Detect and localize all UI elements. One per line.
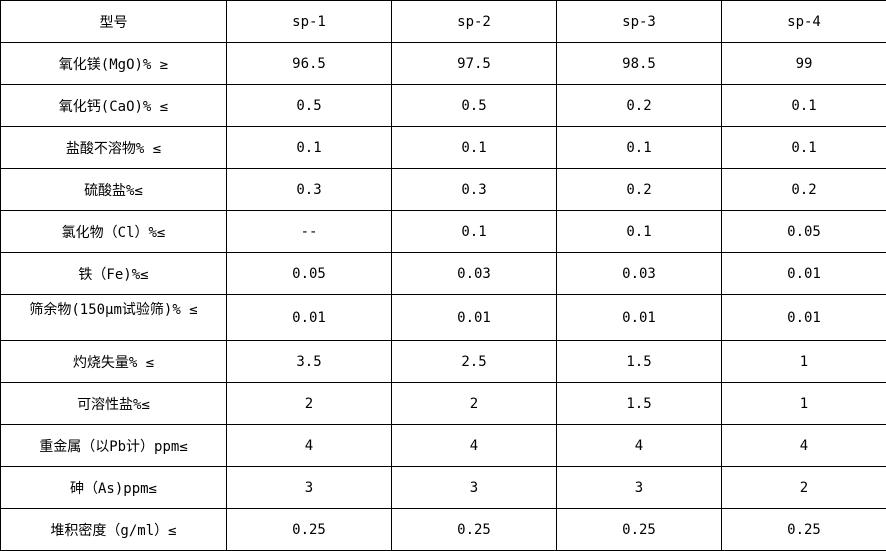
- value-cell: 2.5: [392, 341, 557, 383]
- value-cell: 0.1: [722, 85, 886, 127]
- value-cell: 96.5: [227, 43, 392, 85]
- row-label-cell: 重金属（以Pb计）ppm≤: [1, 425, 227, 467]
- value-cell: 0.1: [557, 127, 722, 169]
- header-cell-sp2: sp-2: [392, 1, 557, 43]
- row-label-cell: 堆积密度（g/ml）≤: [1, 509, 227, 551]
- value-cell: 1: [722, 383, 886, 425]
- value-cell: 1.5: [557, 383, 722, 425]
- header-cell-model: 型号: [1, 1, 227, 43]
- value-cell: 4: [557, 425, 722, 467]
- header-cell-sp3: sp-3: [557, 1, 722, 43]
- value-cell: 4: [392, 425, 557, 467]
- row-label-cell: 灼烧失量% ≤: [1, 341, 227, 383]
- row-label-cell: 硫酸盐%≤: [1, 169, 227, 211]
- value-cell: 0.5: [392, 85, 557, 127]
- header-cell-sp4: sp-4: [722, 1, 886, 43]
- value-cell: --: [227, 211, 392, 253]
- value-cell: 1: [722, 341, 886, 383]
- value-cell: 0.2: [557, 85, 722, 127]
- value-cell: 97.5: [392, 43, 557, 85]
- value-cell: 0.01: [557, 295, 722, 341]
- value-cell: 0.1: [557, 211, 722, 253]
- row-label-cell: 盐酸不溶物% ≤: [1, 127, 227, 169]
- value-cell: 0.2: [722, 169, 886, 211]
- value-cell: 0.01: [722, 295, 886, 341]
- value-cell: 0.25: [392, 509, 557, 551]
- row-label-cell: 筛余物(150μm试验筛)% ≤: [1, 295, 227, 341]
- value-cell: 0.3: [392, 169, 557, 211]
- value-cell: 0.03: [392, 253, 557, 295]
- value-cell: 0.05: [227, 253, 392, 295]
- value-cell: 0.2: [557, 169, 722, 211]
- value-cell: 4: [722, 425, 886, 467]
- header-cell-sp1: sp-1: [227, 1, 392, 43]
- row-label-cell: 砷（As)ppm≤: [1, 467, 227, 509]
- value-cell: 0.25: [557, 509, 722, 551]
- value-cell: 0.1: [227, 127, 392, 169]
- row-label-cell: 铁（Fe)%≤: [1, 253, 227, 295]
- value-cell: 0.01: [392, 295, 557, 341]
- value-cell: 2: [227, 383, 392, 425]
- value-cell: 0.3: [227, 169, 392, 211]
- value-cell: 0.1: [722, 127, 886, 169]
- value-cell: 0.25: [227, 509, 392, 551]
- value-cell: 0.03: [557, 253, 722, 295]
- value-cell: 3.5: [227, 341, 392, 383]
- value-cell: 0.01: [722, 253, 886, 295]
- value-cell: 0.05: [722, 211, 886, 253]
- row-label-cell: 氧化镁(MgO)% ≥: [1, 43, 227, 85]
- header-row: 型号 sp-1 sp-2 sp-3 sp-4: [1, 1, 886, 43]
- value-cell: 2: [392, 383, 557, 425]
- value-cell: 0.25: [722, 509, 886, 551]
- value-cell: 99: [722, 43, 886, 85]
- value-cell: 0.01: [227, 295, 392, 341]
- value-cell: 0.1: [392, 127, 557, 169]
- value-cell: 0.1: [392, 211, 557, 253]
- value-cell: 2: [722, 467, 886, 509]
- value-cell: 4: [227, 425, 392, 467]
- value-cell: 1.5: [557, 341, 722, 383]
- value-cell: 3: [392, 467, 557, 509]
- value-cell: 3: [557, 467, 722, 509]
- value-cell: 98.5: [557, 43, 722, 85]
- row-label-cell: 氯化物（Cl）%≤: [1, 211, 227, 253]
- row-label-cell: 氧化钙(CaO)% ≤: [1, 85, 227, 127]
- value-cell: 0.5: [227, 85, 392, 127]
- row-label-cell: 可溶性盐%≤: [1, 383, 227, 425]
- value-cell: 3: [227, 467, 392, 509]
